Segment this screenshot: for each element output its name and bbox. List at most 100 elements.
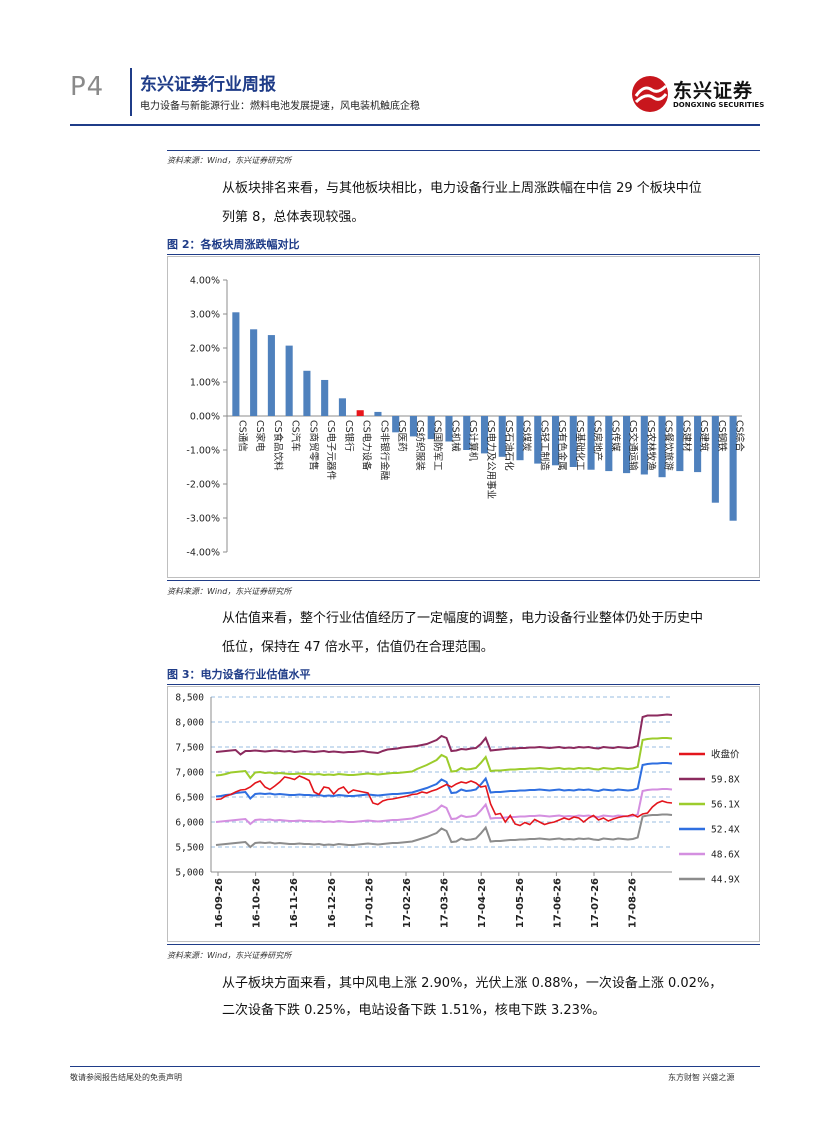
bar xyxy=(676,416,684,472)
x-tick-label: CS计算机 xyxy=(467,420,479,462)
bar xyxy=(480,416,489,454)
legend-label: 收盘价 xyxy=(711,749,740,761)
figure-title: 图 3：电力设备行业估值水平 xyxy=(167,668,311,681)
company-logo-icon xyxy=(632,76,668,112)
x-tick-label: CS家电 xyxy=(254,420,266,452)
y-tick-label: -4.00% xyxy=(186,548,220,559)
section-rule xyxy=(167,150,760,151)
bar xyxy=(623,416,631,474)
y-tick-label: 4.00% xyxy=(190,276,220,287)
footer-slogan: 东方财智 兴盛之源 xyxy=(668,1073,735,1082)
source-note-fig3: 资料来源：Wind，东兴证券研究所 xyxy=(167,951,292,960)
footer-rule xyxy=(70,1066,760,1067)
header-divider xyxy=(130,68,132,116)
x-tick-label: CS电力及公用事业 xyxy=(485,420,497,499)
x-tick-label: CS通信 xyxy=(236,420,248,452)
x-tick-label: CS石油石化 xyxy=(503,420,515,471)
y-tick-label: 8,000 xyxy=(175,718,204,729)
legend-label: 56.1X xyxy=(711,800,740,811)
x-tick-label: 16-09-26 xyxy=(214,878,225,928)
bar xyxy=(338,398,346,416)
x-tick-label: 17-01-26 xyxy=(364,878,375,928)
valuation-line-chart: 8,500 8,000 7,500 7,000 6,500 6,000 5,500 5,000… xyxy=(175,693,740,929)
bar xyxy=(605,416,613,472)
disclaimer-note: 敬请参阅报告结尾处的免责声明 xyxy=(70,1073,182,1082)
bar xyxy=(587,416,595,470)
y-tick-label: 2.00% xyxy=(190,344,220,355)
bar xyxy=(516,416,524,461)
x-tick-label: CS建筑 xyxy=(698,420,710,452)
bar xyxy=(551,416,560,466)
y-tick-label: 1.00% xyxy=(190,378,220,389)
x-tick-label: 17-08-26 xyxy=(628,878,639,928)
source-note-fig2: 资料来源：Wind，东兴证券研究所 xyxy=(167,587,292,596)
bar xyxy=(427,416,435,440)
x-tick-label: CS农林牧渔 xyxy=(645,420,657,471)
figure-title: 图 2：各板块周涨跌幅对比 xyxy=(167,238,300,251)
y-tick-label: 5,000 xyxy=(175,868,204,879)
bar xyxy=(463,416,471,450)
x-tick-label: CS建材 xyxy=(680,420,692,452)
sector-bar-chart: 4.00% 3.00% 2.00% 1.00% 0.00% -1.00% -2.00% -3.… xyxy=(186,276,746,559)
bar-chart-frame xyxy=(167,256,760,578)
x-tick-label: 17-07-26 xyxy=(590,878,601,928)
x-tick-label: 17-05-26 xyxy=(515,878,526,928)
report-title: 东兴证券行业周报 xyxy=(140,75,276,95)
x-tick-label: CS综合 xyxy=(734,420,746,452)
x-tick-label: CS机械 xyxy=(449,420,461,452)
bar xyxy=(303,370,311,416)
y-tick-label: 6,000 xyxy=(175,818,204,829)
line-chart-frame xyxy=(167,686,760,942)
paragraph-line: 从估值来看，整个行业估值经历了一定幅度的调整，电力设备行业整体仍处于历史中 xyxy=(222,611,704,626)
x-tick-label: 16-10-26 xyxy=(252,878,263,928)
x-tick-label: CS餐饮旅游 xyxy=(663,420,675,471)
x-tick-label: CS食品饮料 xyxy=(272,420,284,471)
series-line xyxy=(215,737,673,780)
x-tick-label: 16-11-26 xyxy=(289,878,300,928)
bar xyxy=(232,312,240,416)
x-tick-label: CS汽车 xyxy=(290,420,302,452)
x-tick-label: 17-02-26 xyxy=(402,878,413,928)
y-tick-label: 7,500 xyxy=(175,743,204,754)
figure-rule xyxy=(167,684,760,685)
y-tick-label: 6,500 xyxy=(175,793,204,804)
legend-label: 44.9X xyxy=(711,875,740,886)
paragraph-line: 低位，保持在 47 倍水平，估值仍在合理范围。 xyxy=(222,640,494,655)
bar xyxy=(569,416,577,467)
logo-text-cn: 东兴证券 xyxy=(673,80,754,102)
series-line xyxy=(215,713,673,756)
legend-label: 48.6X xyxy=(711,850,740,861)
x-tick-label: 16-12-26 xyxy=(327,878,338,928)
x-tick-label: 17-03-26 xyxy=(440,878,451,928)
figure-rule xyxy=(167,254,760,255)
paragraph-line: 列第 8，总体表现较强。 xyxy=(222,210,365,225)
series-line xyxy=(215,775,673,827)
x-tick-label: CS电力设备 xyxy=(361,420,373,471)
y-tick-label: -3.00% xyxy=(186,514,220,525)
series-line xyxy=(215,762,673,800)
y-tick-label: -1.00% xyxy=(186,446,220,457)
bar xyxy=(658,416,666,478)
x-tick-label: CS医药 xyxy=(396,420,407,452)
bar xyxy=(694,416,702,473)
x-tick-label: 17-04-26 xyxy=(477,878,488,928)
y-tick-label: 7,000 xyxy=(175,768,204,779)
y-tick-label: 5,500 xyxy=(175,843,204,854)
legend-label: 59.8X xyxy=(711,775,740,786)
figure-rule xyxy=(167,944,760,945)
y-tick-label: 0.00% xyxy=(190,412,220,423)
page-number: P4 xyxy=(70,72,105,102)
x-tick-label: CS商贸零售 xyxy=(307,420,319,471)
bar xyxy=(321,379,329,416)
bar xyxy=(356,410,364,416)
bar xyxy=(250,329,258,416)
bar xyxy=(267,335,275,416)
bar xyxy=(374,411,382,416)
report-subtitle: 电力设备与新能源行业：燃料电池发展提速，风电装机触底企稳 xyxy=(140,101,420,112)
x-tick-label: 17-06-26 xyxy=(552,878,563,928)
y-tick-label: -2.00% xyxy=(186,480,220,491)
paragraph-line: 从子板块方面来看，其中风电上涨 2.90%，光伏上涨 0.88%，一次设备上涨 … xyxy=(222,976,723,991)
x-tick-label: CS银行 xyxy=(343,420,355,452)
logo-text-en: DONGXING SECURITIES xyxy=(673,101,765,109)
x-tick-label: CS煤炭 xyxy=(521,420,533,452)
